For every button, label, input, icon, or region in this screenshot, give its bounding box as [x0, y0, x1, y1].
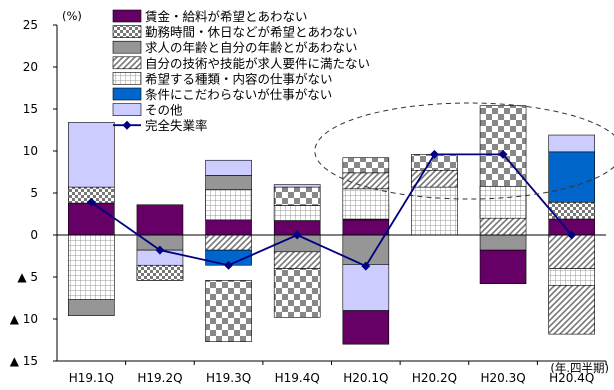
line-point-H20.4Q — [567, 230, 577, 240]
line-point-H19.4Q — [292, 230, 302, 240]
line-series-unemployment — [90, 153, 573, 268]
x-tick-label-H20.1Q: H20.1Q — [343, 371, 388, 385]
x-tick-label-H19.3Q: H19.3Q — [206, 371, 251, 385]
line-layer — [86, 149, 577, 271]
bar-extra-segment-6 — [342, 188, 390, 220]
bar-segment-H20.1Q-series-6 — [342, 264, 390, 311]
legend-label-5: 条件にこだわらないが仕事がない — [145, 87, 332, 102]
line-point-H20.1Q — [361, 261, 371, 271]
bar-extra-segment-0 — [205, 280, 252, 342]
bar-extra-segment-3 — [273, 186, 321, 206]
line-point-H20.3Q — [498, 149, 508, 159]
y-tick-label: 10 — [23, 144, 38, 158]
legend-label-1: 勤務時間・休日などが希望とあわない — [145, 25, 358, 40]
bar-extra-segment-8 — [342, 157, 390, 174]
line-point-H19.2Q — [155, 245, 165, 255]
bar-segment-H20.3Q-series-2 — [479, 234, 527, 251]
legend-swatch-marker — [122, 120, 132, 130]
bar-segment-H20.4Q-series-6 — [548, 134, 595, 153]
bars-layer — [68, 105, 595, 345]
y-tick-label: 5 — [30, 186, 38, 200]
line-point-H19.3Q — [224, 260, 234, 270]
legend-label-7: 完全失業率 — [145, 118, 208, 133]
legend-label-2: 求人の年齢と自分の年齢とがあわない — [145, 40, 358, 55]
bar-segment-H20.1Q-series-0 — [342, 219, 390, 236]
legend-label-0: 賃金・給料が希望とあわない — [145, 9, 308, 24]
legend-label-6: その他 — [145, 103, 183, 118]
legend-swatch-5 — [112, 87, 142, 101]
bar-segment-H19.1Q-series-0 — [68, 202, 115, 236]
bar-segment-H19.3Q-series-3 — [205, 234, 252, 251]
x-tick-label-H19.2Q: H19.2Q — [137, 371, 182, 385]
legend-swatch-1 — [112, 25, 142, 38]
bar-extra-segment-9 — [342, 310, 390, 345]
y-tick-label: 15 — [23, 102, 38, 116]
bar-extra-segment-4 — [273, 205, 321, 222]
labels-layer: 25 20 15 10 5 0 ▲ 5 ▲ 10 ▲ 15 H19.1Q H19.2Q H19.3Q H… — [10, 9, 609, 385]
bar-extra-segment-14 — [479, 249, 527, 285]
y-tick-label: ▲ 5 — [17, 270, 38, 284]
x-unit-label: (年.四半期) — [550, 361, 609, 375]
x-tick-label-H19.1Q: H19.1Q — [69, 371, 114, 385]
bar-extra-segment-2 — [273, 268, 321, 318]
legend-swatch-4 — [112, 72, 142, 85]
line-point-H20.2Q — [429, 149, 439, 159]
legend-swatch-6 — [112, 103, 142, 116]
y-unit-label: (%) — [62, 9, 82, 23]
legend: 賃金・給料が希望とあわない勤務時間・休日などが希望とあわない求人の年齢と自分の年… — [112, 9, 370, 133]
y-tick-label: 25 — [23, 18, 38, 32]
bar-segment-H20.4Q-series-5 — [548, 151, 595, 203]
bar-extra-segment-12 — [479, 185, 527, 219]
bar-extra-segment-16 — [548, 285, 595, 335]
legend-swatch-0 — [112, 9, 142, 23]
legend-swatch-2 — [112, 40, 142, 54]
bar-segment-H19.4Q-series-3 — [273, 251, 321, 269]
bar-segment-H19.1Q-series-6 — [68, 122, 115, 188]
y-tick-label: 0 — [30, 228, 38, 242]
y-tick-label: ▲ 10 — [10, 312, 38, 326]
bar-segment-H20.4Q-series-3 — [548, 234, 595, 269]
x-tick-label-H20.3Q: H20.3Q — [480, 371, 525, 385]
line-point-H19.1Q — [86, 197, 96, 207]
x-tick-label-H20.4Q: H20.4Q — [549, 371, 594, 385]
annotation-layer — [314, 102, 614, 200]
x-tick-label-H19.4Q: H19.4Q — [275, 371, 320, 385]
y-tick-label: ▲ 15 — [10, 354, 38, 368]
y-tick-label: 20 — [23, 60, 38, 74]
bar-extra-segment-18 — [68, 299, 115, 316]
bar-extra-segment-11 — [411, 170, 458, 188]
bar-extra-segment-17 — [136, 264, 184, 281]
bar-segment-H19.3Q-series-6 — [205, 159, 252, 176]
axes-layer — [53, 24, 607, 365]
dashed-ellipse-annotation — [314, 102, 614, 200]
legend-swatch-3 — [112, 56, 142, 70]
x-tick-label-H20.2Q: H20.2Q — [412, 371, 457, 385]
legend-label-3: 自分の技術や技能が求人要件に満たない — [145, 56, 370, 71]
bar-segment-H19.2Q-series-0 — [136, 204, 184, 236]
bar-extra-segment-5 — [205, 189, 252, 221]
bar-segment-H19.1Q-series-4 — [68, 234, 115, 300]
legend-label-4: 希望する種類・内容の仕事がない — [145, 71, 333, 86]
bar-segment-H20.2Q-series-4 — [411, 186, 458, 236]
